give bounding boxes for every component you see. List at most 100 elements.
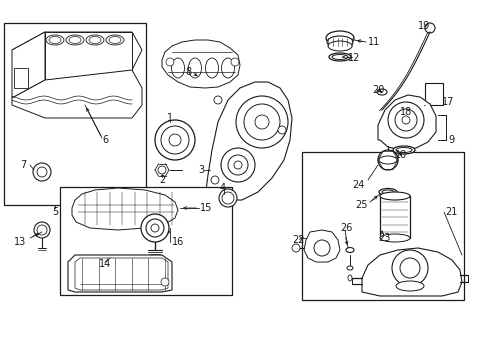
Circle shape <box>234 161 242 169</box>
Circle shape <box>37 225 47 235</box>
Text: 12: 12 <box>347 53 360 63</box>
Text: 6: 6 <box>102 135 108 145</box>
Polygon shape <box>377 95 435 150</box>
Ellipse shape <box>395 148 411 153</box>
Text: 22: 22 <box>291 235 304 245</box>
Polygon shape <box>304 230 339 262</box>
Circle shape <box>221 148 254 182</box>
Ellipse shape <box>392 146 414 154</box>
Text: 17: 17 <box>441 97 453 107</box>
Circle shape <box>210 176 219 184</box>
Text: 4: 4 <box>220 183 225 193</box>
Circle shape <box>377 150 397 170</box>
Ellipse shape <box>66 35 84 45</box>
Ellipse shape <box>86 35 104 45</box>
Text: 3: 3 <box>198 165 203 175</box>
Ellipse shape <box>89 36 101 44</box>
Text: 25: 25 <box>354 200 367 210</box>
Circle shape <box>394 109 416 131</box>
Circle shape <box>214 96 222 104</box>
Circle shape <box>278 126 285 134</box>
Ellipse shape <box>381 190 393 194</box>
Ellipse shape <box>325 31 353 45</box>
Ellipse shape <box>205 58 218 78</box>
Polygon shape <box>12 70 142 118</box>
Text: 13: 13 <box>14 237 26 247</box>
Circle shape <box>151 224 159 232</box>
Circle shape <box>33 163 51 181</box>
Circle shape <box>230 58 239 66</box>
Circle shape <box>313 240 329 256</box>
Circle shape <box>395 104 407 116</box>
Circle shape <box>141 214 169 242</box>
Circle shape <box>155 120 195 160</box>
Ellipse shape <box>347 275 351 281</box>
Circle shape <box>291 244 299 252</box>
Text: 15: 15 <box>200 203 212 213</box>
Circle shape <box>158 166 165 174</box>
Polygon shape <box>75 258 168 290</box>
Polygon shape <box>204 82 291 200</box>
Text: 7: 7 <box>20 160 26 170</box>
Polygon shape <box>45 32 132 80</box>
Ellipse shape <box>395 281 423 291</box>
Ellipse shape <box>379 234 409 242</box>
Circle shape <box>34 222 50 238</box>
Text: 11: 11 <box>367 37 380 47</box>
Circle shape <box>161 126 189 154</box>
Circle shape <box>227 155 247 175</box>
Ellipse shape <box>346 248 353 252</box>
Text: 8: 8 <box>184 67 191 77</box>
Circle shape <box>161 278 169 286</box>
Circle shape <box>254 115 268 129</box>
Text: 18: 18 <box>399 107 411 117</box>
Bar <box>379 196 409 238</box>
Ellipse shape <box>346 266 352 270</box>
Text: 10: 10 <box>394 150 407 160</box>
Circle shape <box>146 219 163 237</box>
Ellipse shape <box>171 58 184 78</box>
Ellipse shape <box>326 36 352 48</box>
Text: 1: 1 <box>166 113 173 123</box>
Ellipse shape <box>69 36 81 44</box>
Polygon shape <box>12 32 45 98</box>
Ellipse shape <box>46 35 64 45</box>
Polygon shape <box>72 188 178 230</box>
Circle shape <box>244 104 280 140</box>
Ellipse shape <box>378 189 396 195</box>
Circle shape <box>165 58 174 66</box>
Bar <box>4 23 146 205</box>
Ellipse shape <box>331 54 347 59</box>
Polygon shape <box>162 40 240 88</box>
Ellipse shape <box>188 58 201 78</box>
Text: 19: 19 <box>417 21 429 31</box>
Ellipse shape <box>379 192 409 200</box>
Circle shape <box>37 167 47 177</box>
Circle shape <box>219 189 237 207</box>
Polygon shape <box>12 32 142 70</box>
Ellipse shape <box>109 36 121 44</box>
Polygon shape <box>361 248 461 296</box>
Text: 2: 2 <box>159 175 165 185</box>
Text: 23: 23 <box>377 233 389 243</box>
Polygon shape <box>68 255 172 292</box>
Text: 24: 24 <box>351 180 364 190</box>
Circle shape <box>391 250 427 286</box>
Ellipse shape <box>327 41 351 51</box>
Bar <box>424 83 442 105</box>
Circle shape <box>401 116 409 124</box>
Ellipse shape <box>378 156 396 164</box>
Ellipse shape <box>376 89 386 95</box>
Bar <box>302 152 463 300</box>
Text: 14: 14 <box>99 259 111 269</box>
Circle shape <box>387 102 423 138</box>
Text: 21: 21 <box>444 207 456 217</box>
Bar <box>14 68 28 88</box>
Circle shape <box>222 192 234 204</box>
Circle shape <box>236 96 287 148</box>
Ellipse shape <box>106 35 124 45</box>
Circle shape <box>169 134 181 146</box>
Text: 16: 16 <box>172 237 184 247</box>
Circle shape <box>424 23 434 33</box>
Bar <box>60 187 231 295</box>
